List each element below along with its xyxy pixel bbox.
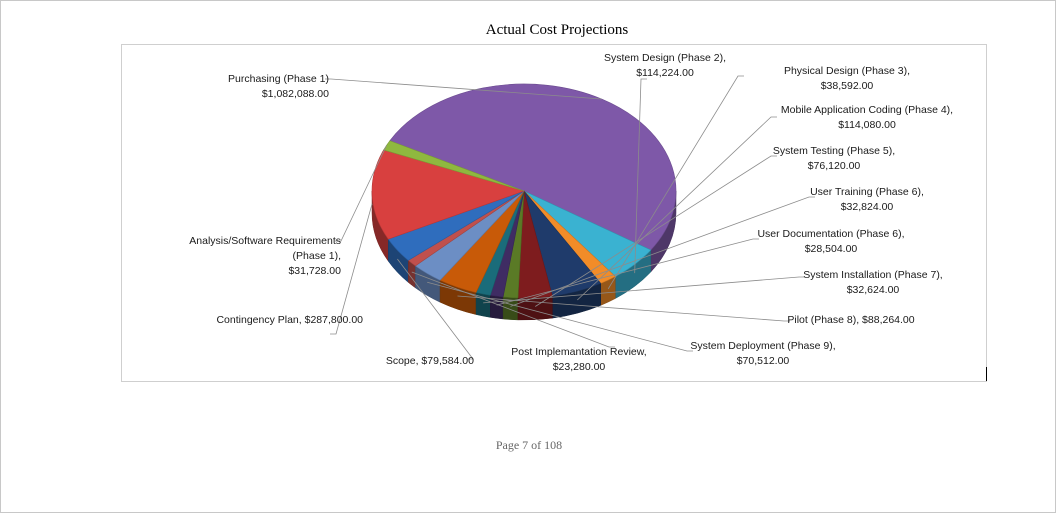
data-label: System Installation (Phase 7), $32,624.00 [803, 269, 942, 296]
pie-slice-side [475, 292, 491, 318]
data-label-line: Post Implemantation Review, [511, 346, 646, 358]
data-label: Analysis/Software Requirements (Phase 1),… [189, 235, 341, 277]
data-label: User Training (Phase 6), $32,824.00 [810, 186, 924, 213]
data-label-line: $70,512.00 [737, 355, 790, 367]
data-label-line: $38,592.00 [821, 80, 874, 92]
leader-line [535, 155, 777, 307]
data-label-line: Mobile Application Coding (Phase 4), [781, 104, 953, 116]
data-label-line: $32,824.00 [841, 201, 894, 213]
leader-line [330, 203, 373, 335]
data-label-line: $23,280.00 [553, 361, 606, 373]
data-label: User Documentation (Phase 6), $28,504.00 [757, 228, 904, 255]
leader-line [427, 281, 693, 352]
data-label-line: User Training (Phase 6), [810, 186, 924, 198]
data-label-line: User Documentation (Phase 6), [757, 228, 904, 240]
leader-line [510, 196, 815, 307]
leader-line [335, 145, 387, 242]
leader-line [411, 271, 615, 348]
data-label-line: $28,504.00 [805, 243, 858, 255]
pie-top-group [371, 83, 677, 299]
text-cursor [986, 367, 987, 381]
leader-line [325, 78, 602, 100]
data-label-line: (Phase 1), [293, 250, 341, 262]
leader-line [483, 276, 805, 304]
leader-line [577, 116, 777, 301]
data-label-line: System Design (Phase 2), [604, 52, 726, 64]
leader-line [496, 238, 759, 306]
page-number: Page 7 of 108 [495, 438, 563, 452]
pie-label-group: Purchasing (Phase 1) $1,082,088.00 System … [189, 52, 953, 373]
data-label-line: Scope, $79,584.00 [386, 355, 474, 367]
data-label: System Deployment (Phase 9), $70,512.00 [690, 340, 835, 367]
pie-slice [389, 83, 677, 251]
data-label: System Testing (Phase 5), $76,120.00 [773, 145, 895, 172]
data-label: Purchasing (Phase 1) $1,082,088.00 [228, 73, 329, 100]
data-label-line: Pilot (Phase 8), $88,264.00 [787, 314, 914, 326]
data-label-line: $114,224.00 [636, 67, 694, 79]
data-label-line: $31,728.00 [288, 265, 341, 277]
data-label: Physical Design (Phase 3), $38,592.00 [784, 65, 910, 92]
data-label-line: Purchasing (Phase 1) [228, 73, 329, 85]
data-label-line: $1,082,088.00 [262, 88, 329, 100]
data-label-line: $32,624.00 [847, 284, 900, 296]
data-label-line: Physical Design (Phase 3), [784, 65, 910, 77]
pie-slice [371, 149, 525, 240]
data-label-line: System Installation (Phase 7), [803, 269, 942, 281]
data-label-line: Analysis/Software Requirements [189, 235, 341, 247]
data-label-line: $76,120.00 [808, 160, 861, 172]
leader-line [457, 295, 790, 322]
data-label: Scope, $79,584.00 [386, 355, 474, 367]
data-label-line: Contingency Plan, $287,800.00 [216, 314, 363, 326]
data-label-line: $114,080.00 [838, 119, 896, 131]
data-label: Pilot (Phase 8), $88,264.00 [787, 314, 914, 326]
leader-line [607, 75, 744, 290]
leader-line [634, 78, 647, 274]
data-label: Mobile Application Coding (Phase 4), $114… [781, 104, 953, 131]
chart-title: Actual Cost Projections [485, 22, 629, 38]
data-label: Post Implemantation Review, $23,280.00 [511, 346, 646, 373]
data-label: Contingency Plan, $287,800.00 [216, 314, 363, 326]
data-label-line: System Deployment (Phase 9), [690, 340, 835, 352]
data-label: System Design (Phase 2), $114,224.00 [604, 52, 726, 79]
leader-line [397, 258, 474, 360]
data-label-line: System Testing (Phase 5), [773, 145, 895, 157]
